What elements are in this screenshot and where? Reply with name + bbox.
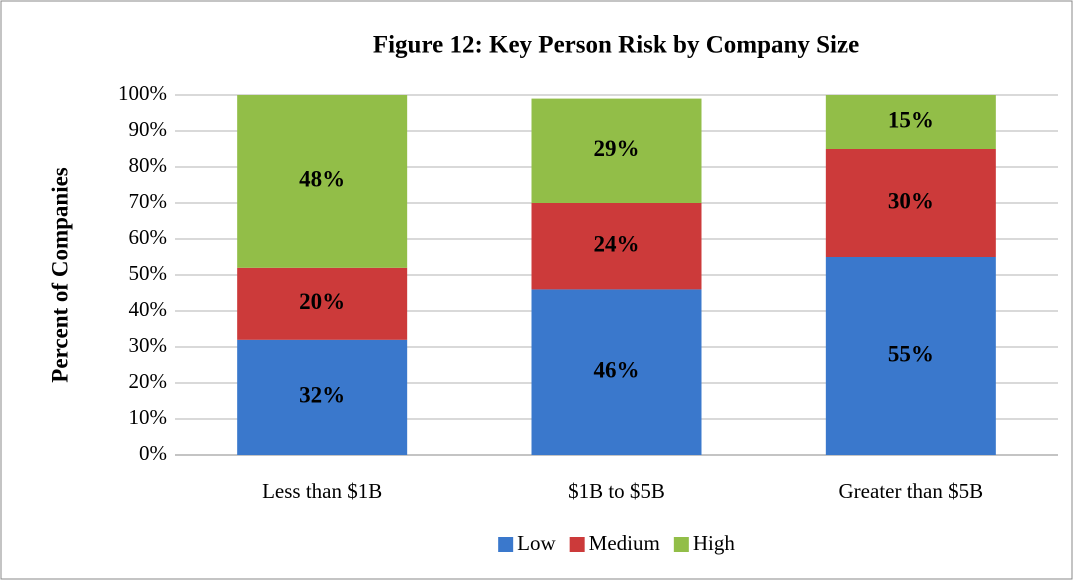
data-label: 15% (888, 107, 934, 132)
data-label: 20% (299, 289, 345, 314)
bar-segment (825, 95, 996, 149)
y-tick-label: 70% (129, 189, 168, 213)
y-tick-label: 50% (129, 261, 168, 285)
x-tick-label: Less than $1B (262, 479, 382, 503)
bar-segment (825, 149, 996, 257)
x-tick-label: Greater than $5B (839, 479, 984, 503)
data-label: 24% (594, 231, 640, 256)
chart-title: Figure 12: Key Person Risk by Company Si… (373, 32, 859, 59)
bar-segment (237, 339, 408, 455)
y-axis-label: Percent of Companies (47, 167, 72, 383)
bar-segment (237, 267, 408, 340)
y-tick-label: 20% (129, 369, 168, 393)
bar-segment (531, 98, 702, 203)
x-tick-label: $1B to $5B (568, 479, 665, 503)
y-tick-label: 60% (129, 225, 168, 249)
legend-swatch (673, 537, 689, 552)
bar-segment (531, 289, 702, 455)
data-label: 29% (594, 136, 640, 161)
data-label: 55% (888, 341, 934, 366)
legend-swatch (498, 537, 514, 552)
data-label: 46% (594, 357, 640, 382)
data-label: 32% (299, 383, 345, 408)
y-tick-label: 80% (129, 153, 168, 177)
y-tick-label: 40% (129, 297, 168, 321)
legend-label: High (693, 531, 736, 555)
legend-swatch (569, 537, 585, 552)
y-tick-label: 100% (118, 81, 167, 105)
bar-segment (237, 95, 408, 268)
bar-segment (825, 257, 996, 455)
y-tick-label: 0% (139, 441, 167, 465)
y-tick-label: 90% (129, 117, 168, 141)
legend-label: Medium (589, 531, 660, 555)
y-tick-label: 10% (129, 405, 168, 429)
data-label: 30% (888, 188, 934, 213)
legend-label: Low (517, 531, 556, 555)
y-tick-label: 30% (129, 333, 168, 357)
data-label: 48% (299, 167, 345, 192)
bar-segment (531, 203, 702, 290)
